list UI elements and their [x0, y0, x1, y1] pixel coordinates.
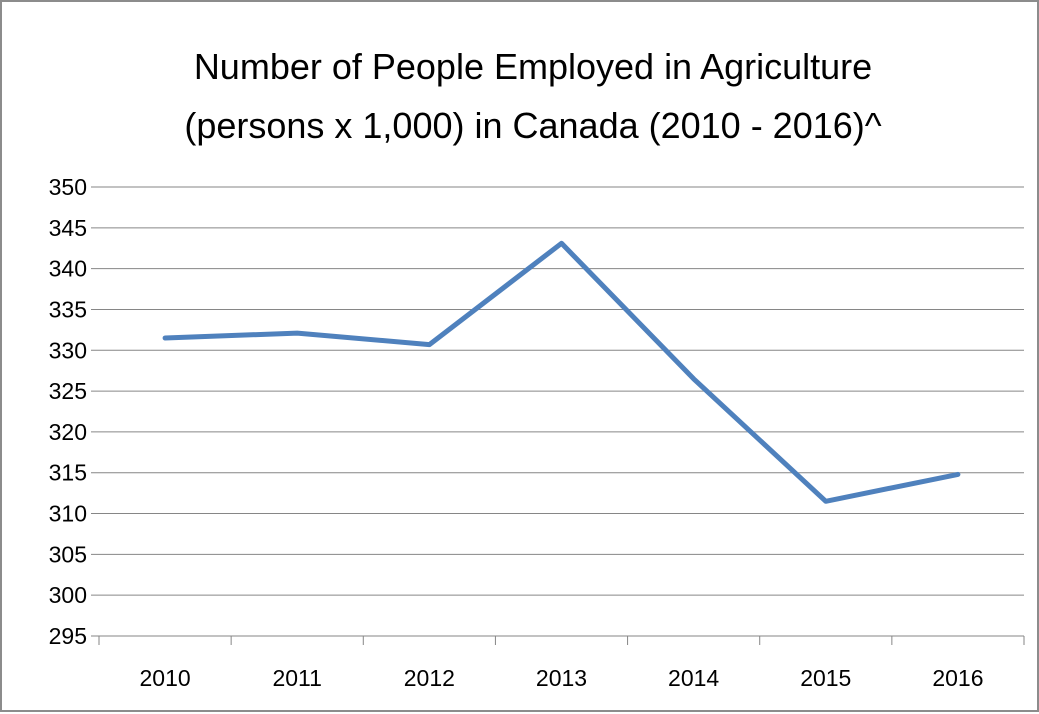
- chart-title-line-2: (persons x 1,000) in Canada (2010 - 2016…: [184, 105, 881, 146]
- gridlines: [91, 187, 1024, 636]
- x-tick-label-2010: 2010: [139, 665, 190, 691]
- data-series: [165, 243, 958, 501]
- y-axis-tick-labels: 295 300 305 310 315 320 325 330 335 340 345 350: [49, 174, 87, 649]
- y-tick-label-335: 335: [49, 296, 87, 322]
- x-tick-label-2016: 2016: [932, 665, 983, 691]
- x-axis-tick-labels: 2010 2011 2012 2013 2014 2015 2016: [139, 665, 983, 691]
- chart-title-line-1: Number of People Employed in Agriculture: [194, 46, 872, 87]
- y-tick-label-320: 320: [49, 419, 87, 445]
- x-tick-label-2015: 2015: [800, 665, 851, 691]
- y-tick-label-330: 330: [49, 337, 87, 363]
- x-tick-label-2014: 2014: [668, 665, 719, 691]
- y-tick-label-305: 305: [49, 541, 87, 567]
- x-tick-label-2012: 2012: [404, 665, 455, 691]
- y-tick-label-350: 350: [49, 174, 87, 200]
- y-tick-label-295: 295: [49, 623, 87, 649]
- series-line-0: [165, 243, 958, 501]
- y-tick-label-325: 325: [49, 378, 87, 404]
- y-tick-label-300: 300: [49, 582, 87, 608]
- y-tick-label-340: 340: [49, 256, 87, 282]
- x-tick-label-2011: 2011: [272, 665, 321, 691]
- y-tick-label-315: 315: [49, 460, 87, 486]
- x-tick-label-2013: 2013: [536, 665, 587, 691]
- y-tick-label-310: 310: [49, 501, 87, 527]
- y-tick-label-345: 345: [49, 215, 87, 241]
- x-axis: [99, 636, 1024, 645]
